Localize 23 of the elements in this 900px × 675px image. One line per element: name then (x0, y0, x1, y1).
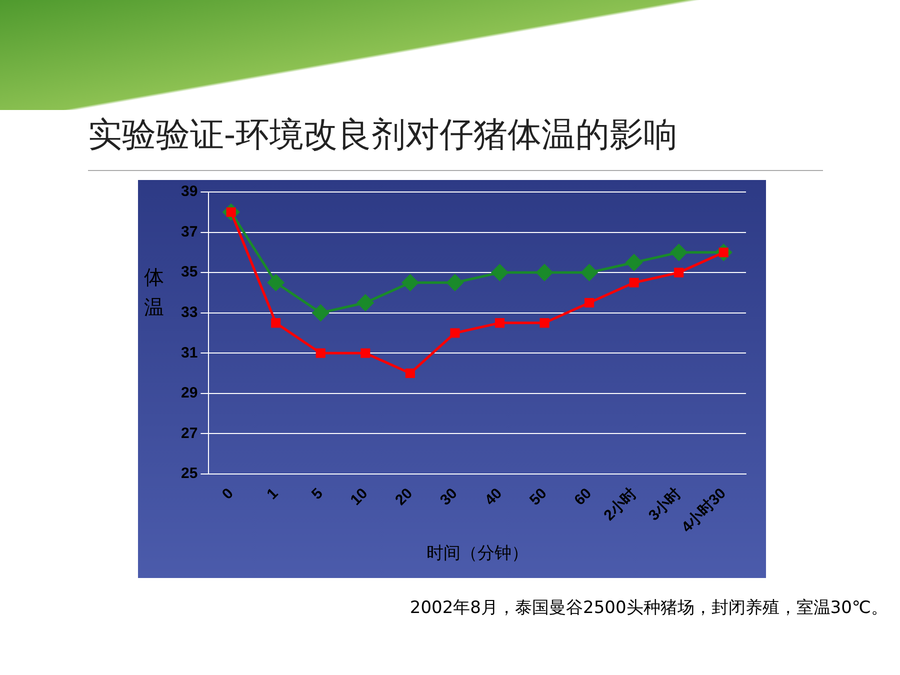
x-tick-label: 60 (571, 485, 596, 509)
y-tick-label: 39 (180, 183, 198, 200)
y-tick-label: 29 (180, 384, 198, 402)
x-tick-label: 2小时 (600, 485, 640, 524)
y-tick-label: 31 (180, 344, 198, 362)
x-tick-label: 20 (392, 485, 416, 509)
y-axis-title: 体温 (143, 264, 165, 321)
x-axis-title: 时间（分钟） (426, 543, 528, 562)
x-tick-label: 5 (308, 485, 326, 503)
y-tick-label: 33 (180, 304, 198, 321)
x-tick-label: 50 (526, 485, 550, 509)
x-tick-label: 10 (347, 485, 372, 509)
y-tick-label: 37 (180, 223, 198, 240)
y-tick-label: 27 (180, 424, 198, 442)
y-tick-label: 35 (180, 264, 198, 281)
x-tick-label: 0 (218, 485, 237, 503)
chart-title: 实验验证-环境改良剂对仔猪体温的影响 (88, 114, 678, 157)
x-tick-label: 3小时 (645, 485, 685, 524)
y-tick-label: 25 (180, 465, 198, 482)
text: 2002年8月，泰国曼谷2500头种猪场，封闭养殖，室温30℃。 (410, 597, 888, 619)
x-tick-label: 40 (482, 485, 506, 509)
x-tick-label: 30 (436, 485, 461, 509)
x-tick-label: 1 (264, 485, 282, 503)
